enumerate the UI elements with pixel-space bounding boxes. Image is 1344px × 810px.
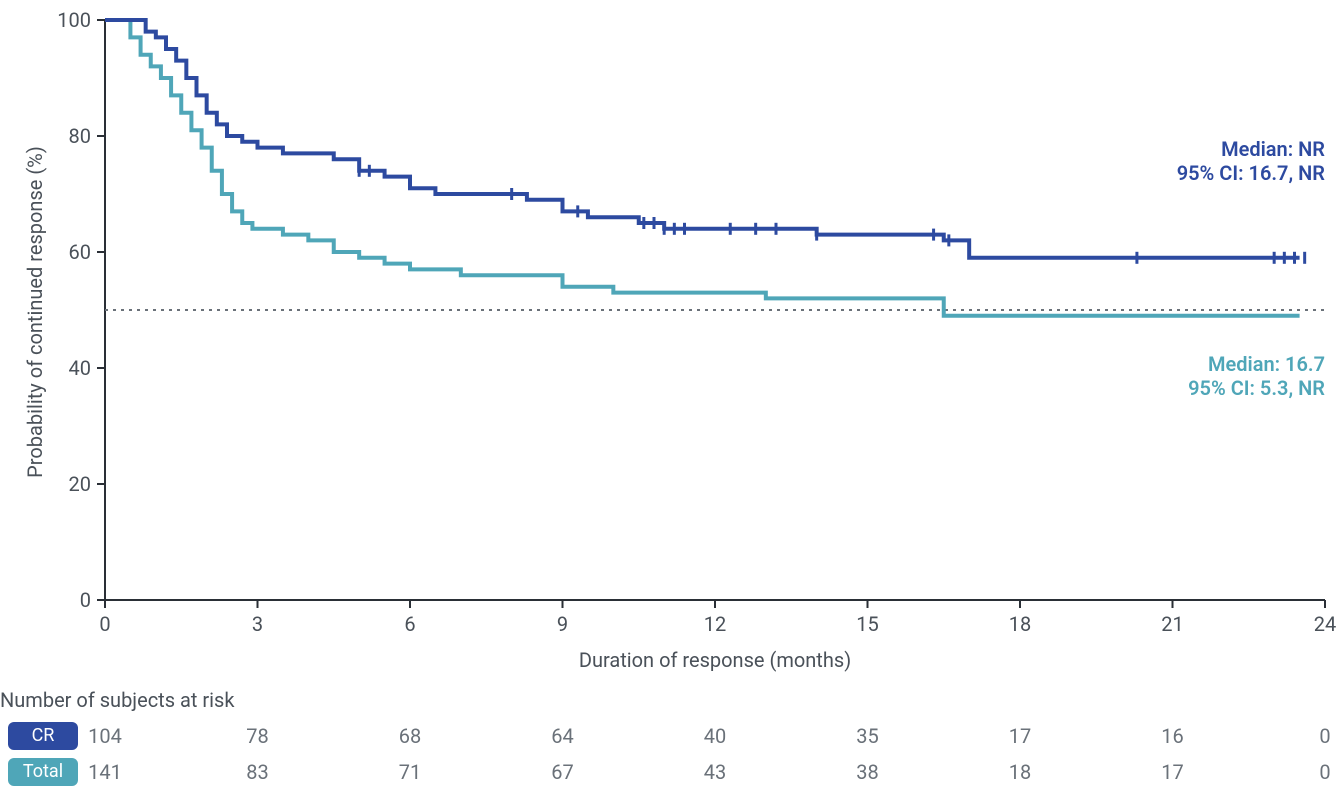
risk-cell: 17 [1143,760,1203,784]
y-tick: 0 [41,588,91,612]
x-tick: 9 [538,612,588,636]
series-annotation-cr: Median: NR95% CI: 16.7, NR [1177,137,1325,185]
risk-cell: 18 [990,760,1050,784]
risk-cell: 78 [228,724,288,748]
risk-cell: 17 [990,724,1050,748]
risk-cell: 71 [380,760,440,784]
series-annotation-total: Median: 16.795% CI: 5.3, NR [1188,352,1325,400]
y-tick: 100 [41,8,91,32]
x-tick: 12 [690,612,740,636]
risk-cell: 141 [75,760,135,784]
risk-cell: 38 [838,760,898,784]
x-tick: 18 [995,612,1045,636]
risk-badge-total: Total [8,758,78,786]
risk-cell: 67 [533,760,593,784]
risk-cell: 40 [685,724,745,748]
x-tick: 21 [1148,612,1198,636]
y-tick: 80 [41,124,91,148]
x-tick: 6 [385,612,435,636]
x-tick: 0 [80,612,130,636]
risk-cell: 64 [533,724,593,748]
risk-cell: 0 [1295,760,1344,784]
risk-cell: 0 [1295,724,1344,748]
x-tick: 3 [233,612,283,636]
risk-badge-cr: CR [8,722,78,750]
y-tick: 20 [41,472,91,496]
x-tick: 24 [1300,612,1344,636]
risk-cell: 68 [380,724,440,748]
risk-cell: 16 [1143,724,1203,748]
x-axis-label: Duration of response (months) [105,648,1325,672]
risk-cell: 43 [685,760,745,784]
km-svg [0,0,1344,640]
plot-area [0,0,1344,640]
risk-table-header: Number of subjects at risk [0,688,234,712]
km-chart-container: Probability of continued response (%) Du… [0,0,1344,810]
y-tick: 60 [41,240,91,264]
x-tick: 15 [843,612,893,636]
risk-cell: 104 [75,724,135,748]
y-tick: 40 [41,356,91,380]
risk-cell: 83 [228,760,288,784]
risk-cell: 35 [838,724,898,748]
